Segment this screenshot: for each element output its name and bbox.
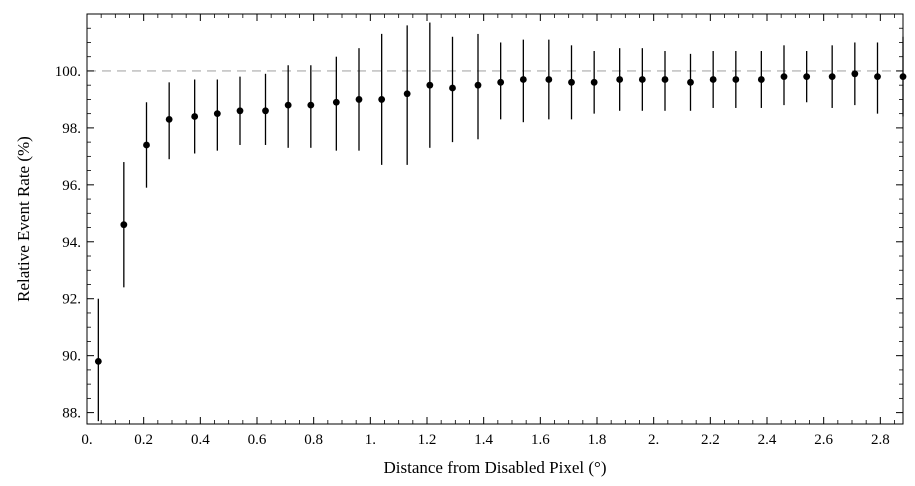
data-point — [165, 115, 173, 123]
data-point — [497, 78, 505, 86]
data-point — [687, 78, 694, 86]
data-point — [545, 76, 553, 83]
data-point — [519, 76, 527, 83]
x-tick-label: 0.4 — [191, 432, 210, 448]
data-point — [262, 107, 269, 115]
data-point — [449, 84, 456, 92]
y-tick-label: 98. — [62, 121, 81, 137]
data-point — [191, 113, 199, 120]
x-axis-ticks: 0. 0.2 0.4 0.6 0.8 1. 1.2 1.4 1.6 1.8 2. 2.2 2.4 2.6 2… — [81, 14, 895, 448]
data-point — [638, 76, 646, 83]
data-point — [94, 357, 102, 365]
data-point — [616, 76, 624, 83]
y-tick-label: 100. — [55, 64, 81, 80]
data-point — [803, 73, 811, 81]
data-point — [284, 101, 292, 109]
y-tick-label: 90. — [62, 349, 81, 365]
data-point — [236, 107, 244, 115]
y-axis-label: Relative Event Rate (%) — [14, 136, 33, 302]
data-point — [426, 81, 434, 89]
data-point — [378, 96, 386, 103]
x-tick-label: 0.6 — [248, 432, 267, 448]
data-point — [828, 73, 836, 81]
data-point — [568, 78, 575, 86]
x-axis-label: Distance from Disabled Pixel (°) — [383, 458, 606, 477]
y-axis-ticks: 88. 90. 92. 94. 96. 98. 100. — [55, 27, 903, 422]
plot-frame — [86, 13, 904, 425]
data-point — [709, 76, 717, 83]
x-tick-label: 1.2 — [418, 432, 437, 448]
data-point — [403, 90, 411, 98]
x-tick-label: 2.4 — [758, 432, 777, 448]
data-point — [590, 78, 598, 86]
data-point-layer — [94, 70, 907, 365]
data-point — [474, 81, 482, 89]
x-tick-label: 1.4 — [474, 432, 493, 448]
x-tick-label: 2.8 — [871, 432, 890, 448]
x-tick-label: 1.8 — [588, 432, 607, 448]
data-point — [213, 110, 221, 118]
x-tick-label: 1. — [365, 432, 376, 448]
x-tick-label: 2. — [648, 432, 659, 448]
y-tick-label: 92. — [62, 292, 81, 308]
data-point — [120, 221, 128, 229]
y-tick-label: 94. — [62, 235, 81, 251]
data-point — [355, 96, 363, 103]
data-point — [780, 73, 788, 81]
data-point — [757, 76, 765, 83]
x-tick-label: 0.8 — [304, 432, 323, 448]
data-point — [851, 70, 859, 78]
data-point — [899, 73, 907, 81]
x-tick-label: 2.6 — [814, 432, 833, 448]
data-point — [332, 98, 340, 106]
data-point — [874, 73, 881, 81]
x-tick-label: 0. — [81, 432, 92, 448]
data-point — [661, 76, 669, 83]
x-tick-label: 0.2 — [134, 432, 153, 448]
x-tick-label: 2.2 — [701, 432, 720, 448]
data-point — [307, 101, 315, 109]
data-point — [732, 76, 740, 83]
y-tick-label: 96. — [62, 178, 81, 194]
data-point — [143, 141, 150, 149]
y-tick-label: 88. — [62, 406, 81, 422]
x-tick-label: 1.6 — [531, 432, 550, 448]
